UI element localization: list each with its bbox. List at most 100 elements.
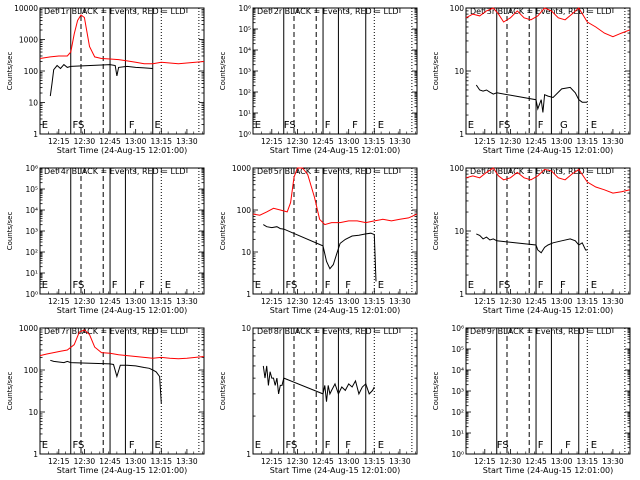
segment-marker: F (565, 440, 571, 451)
x-axis-label: Start Time (24-Aug-15 12:01:00) (270, 306, 401, 315)
y-tick-label: 1 (459, 290, 464, 299)
segment-marker: FS (284, 120, 296, 131)
segment-marker: FS (72, 280, 84, 291)
x-tick-label: 13:15 (576, 137, 598, 146)
y-tick-label: 10² (238, 88, 251, 97)
segment-marker: FS (72, 120, 84, 131)
y-tick-label: 100 (237, 206, 252, 215)
segment-marker: F (325, 440, 331, 451)
x-tick-label: 13:15 (150, 297, 172, 306)
y-tick-label: 10² (451, 408, 464, 417)
y-tick-label: 100 (24, 67, 39, 76)
y-tick-label: 10⁵ (238, 25, 251, 34)
x-axis-label: Start Time (24-Aug-15 12:01:00) (270, 146, 401, 155)
segment-marker: E (154, 440, 160, 451)
segment-marker: E (378, 440, 384, 451)
y-tick-label: 10⁵ (451, 345, 464, 354)
y-axis-label: Counts/sec (219, 372, 227, 411)
y-axis-label: Counts/sec (219, 52, 227, 91)
panel-title: Det 6r BLACK = Events, RED = LLD (470, 167, 612, 176)
segment-marker: E (468, 280, 474, 291)
x-tick-label: 12:15 (261, 137, 283, 146)
segment-marker: FS (497, 440, 509, 451)
y-tick-label: 10⁰ (238, 130, 251, 139)
x-tick-label: 12:45 (99, 297, 121, 306)
x-axis-label: Start Time (24-Aug-15 12:01:00) (483, 306, 614, 315)
plot-frame (252, 7, 418, 135)
x-tick-label: 12:30 (500, 297, 522, 306)
segment-marker: F (325, 120, 331, 131)
y-axis-label: Counts/sec (6, 52, 14, 91)
x-tick-label: 12:45 (312, 457, 334, 466)
lld-series-line (39, 329, 205, 360)
y-tick-label: 10 (28, 99, 38, 108)
segment-marker: F (139, 280, 145, 291)
y-tick-label: 10 (241, 324, 251, 333)
segment-marker: F (325, 280, 331, 291)
plot-frame (252, 167, 418, 295)
y-tick-label: 100 (450, 4, 465, 13)
y-tick-label: 10⁶ (451, 324, 464, 333)
events-series-line (50, 359, 162, 404)
x-axis-label: Start Time (24-Aug-15 12:01:00) (270, 466, 401, 475)
panel-title: Det 5r BLACK = Events, RED = LLD (257, 167, 399, 176)
segment-marker: E (255, 120, 261, 131)
segment-marker: F (538, 440, 544, 451)
y-tick-label: 10000 (14, 4, 38, 13)
segment-marker: E (165, 280, 171, 291)
x-tick-label: 13:15 (576, 457, 598, 466)
x-tick-label: 13:00 (551, 137, 573, 146)
detector-panel-5: Det 5r BLACK = Events, RED = LLD 1 10 100 10… (219, 164, 418, 315)
detector-panel-7: Det 7r BLACK = Events, RED = LLD 1 10 100 10… (6, 324, 205, 475)
y-tick-label: 1000 (232, 164, 251, 173)
segment-marker: E (591, 120, 597, 131)
events-series-line (262, 365, 375, 402)
y-tick-label: 10¹ (451, 429, 464, 438)
x-tick-label: 13:15 (150, 137, 172, 146)
x-tick-label: 13:00 (125, 137, 147, 146)
x-tick-label: 13:30 (176, 137, 198, 146)
y-tick-label: 1 (459, 130, 464, 139)
y-tick-label: 10 (241, 248, 251, 257)
panel-title: Det 9r BLACK = Events, RED = LLD (470, 327, 612, 336)
y-axis-label: Counts/sec (6, 212, 14, 251)
y-tick-label: 10 (28, 408, 38, 417)
segment-marker: G (560, 120, 568, 131)
panel-title: Det 3r BLACK = Events, RED = LLD (470, 7, 612, 16)
segment-marker: F (345, 280, 351, 291)
x-tick-label: 12:15 (48, 457, 70, 466)
y-axis-label: Counts/sec (432, 52, 440, 91)
x-tick-label: 12:15 (474, 137, 496, 146)
x-tick-label: 12:15 (261, 457, 283, 466)
x-tick-label: 12:45 (525, 137, 547, 146)
y-tick-label: 10⁴ (238, 46, 251, 55)
plot-frame (465, 7, 631, 135)
segment-marker: FS (72, 440, 84, 451)
panel-title: Det 1r BLACK = Events, RED = LLD (44, 7, 186, 16)
x-tick-label: 13:15 (150, 457, 172, 466)
y-tick-label: 1 (33, 450, 38, 459)
x-tick-label: 12:45 (99, 457, 121, 466)
plot-frame (252, 327, 418, 455)
x-tick-label: 13:15 (576, 297, 598, 306)
x-tick-label: 12:30 (74, 457, 96, 466)
panel-title: Det 2r BLACK = Events, RED = LLD (257, 7, 399, 16)
segment-marker: E (255, 280, 261, 291)
lld-series-line (465, 167, 631, 194)
panel-title: Det 7r BLACK = Events, RED = LLD (44, 327, 186, 336)
y-tick-label: 1 (246, 450, 251, 459)
detector-panel-6: Det 6r BLACK = Events, RED = LLD 1 10 100 12… (432, 164, 631, 315)
x-tick-label: 12:45 (525, 457, 547, 466)
y-tick-label: 10³ (238, 67, 251, 76)
segment-marker: E (154, 120, 160, 131)
x-axis-label: Start Time (24-Aug-15 12:01:00) (483, 466, 614, 475)
y-tick-label: 10⁰ (25, 290, 38, 299)
segment-marker: F (560, 280, 566, 291)
x-tick-label: 12:45 (99, 137, 121, 146)
y-tick-label: 10¹ (25, 269, 38, 278)
x-tick-label: 12:30 (287, 457, 309, 466)
y-tick-label: 10⁴ (25, 206, 38, 215)
x-tick-label: 12:15 (48, 137, 70, 146)
x-tick-label: 12:30 (500, 137, 522, 146)
x-tick-label: 12:45 (312, 137, 334, 146)
